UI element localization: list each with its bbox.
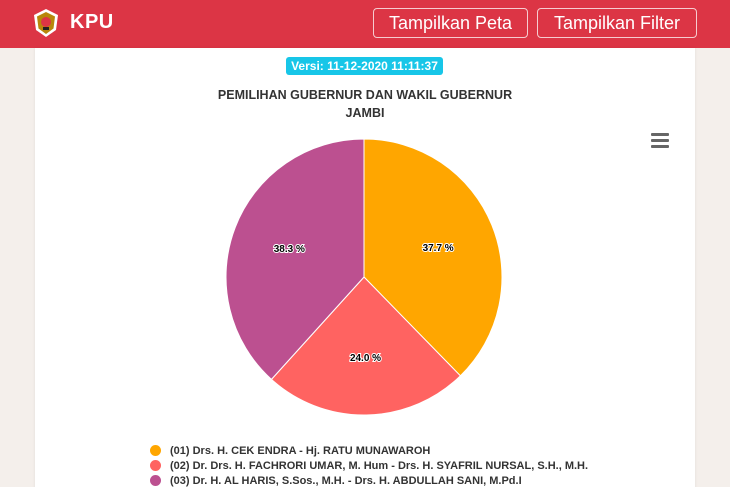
brand-title[interactable]: KPU [70,11,114,33]
legend-dot-1 [150,445,161,456]
legend-dot-3 [150,475,161,486]
chart-title: PEMILIHAN GUBERNUR DAN WAKIL GUBERNUR JA… [215,86,515,122]
legend-label-2: (02) Dr. Drs. H. FACHRORI UMAR, M. Hum -… [170,459,589,472]
pie-slice-3[interactable] [225,138,365,381]
show-filter-button[interactable]: Tampilkan Filter [537,8,697,38]
version-badge: Versi: 11-12-2020 11:11:37 [286,57,443,75]
pie-slice-1-label: 37.7 % [423,243,454,254]
legend-item-1[interactable]: (01) Drs. H. CEK ENDRA - Hj. RATU MUNAWA… [150,443,588,458]
top-navbar: KPU Tampilkan Peta Tampilkan Filter [0,0,730,48]
legend-item-2[interactable]: (02) Dr. Drs. H. FACHRORI UMAR, M. Hum -… [150,458,588,473]
legend-label-3: (03) Dr. H. AL HARIS, S.Sos., M.H. - Drs… [170,474,522,487]
chart-menu-icon[interactable] [651,133,669,148]
chart-legend: (01) Drs. H. CEK ENDRA - Hj. RATU MUNAWA… [150,443,588,487]
chart-title-line-1: PEMILIHAN GUBERNUR DAN WAKIL GUBERNUR [217,88,513,102]
pie-slice-2[interactable] [270,276,462,416]
chart-title-line-2: JAMBI [345,106,385,120]
legend-item-3[interactable]: (03) Dr. H. AL HARIS, S.Sos., M.H. - Drs… [150,473,588,487]
kpu-logo-icon[interactable] [32,8,60,38]
pie-slice-3-label: 38.3 % [274,244,305,255]
pie-slice-2-label: 24.0 % [350,353,381,364]
legend-label-1: (01) Drs. H. CEK ENDRA - Hj. RATU MUNAWA… [170,444,431,457]
pie-slice-1[interactable] [363,138,503,377]
legend-dot-2 [150,460,161,471]
show-map-button[interactable]: Tampilkan Peta [373,8,528,38]
